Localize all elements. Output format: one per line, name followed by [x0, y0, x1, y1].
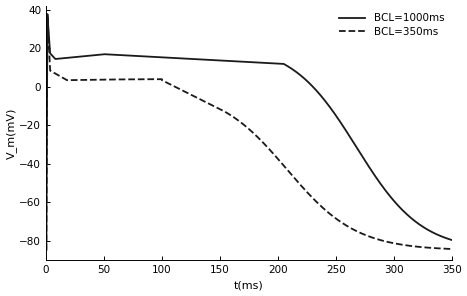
BCL=350ms	[301, 187, 306, 190]
BCL=350ms	[283, 166, 289, 170]
Y-axis label: V_m(mV): V_m(mV)	[6, 107, 16, 159]
BCL=1000ms	[64, 56, 69, 60]
BCL=350ms	[190, 94, 196, 97]
Legend: BCL=1000ms, BCL=350ms: BCL=1000ms, BCL=350ms	[337, 11, 446, 38]
BCL=350ms	[44, 13, 50, 16]
BCL=1000ms	[283, 63, 289, 67]
X-axis label: t(ms): t(ms)	[234, 280, 264, 290]
Line: BCL=350ms: BCL=350ms	[46, 15, 452, 250]
BCL=1000ms	[344, 130, 349, 133]
BCL=1000ms	[366, 164, 371, 168]
BCL=350ms	[43, 249, 49, 252]
BCL=1000ms	[301, 76, 306, 80]
Line: BCL=1000ms: BCL=1000ms	[46, 14, 452, 250]
BCL=350ms	[366, 234, 371, 238]
BCL=350ms	[64, 78, 69, 82]
BCL=350ms	[344, 224, 349, 228]
BCL=350ms	[449, 247, 454, 251]
BCL=1000ms	[43, 249, 49, 252]
BCL=1000ms	[44, 12, 50, 16]
BCL=1000ms	[190, 57, 196, 61]
BCL=1000ms	[449, 238, 454, 242]
